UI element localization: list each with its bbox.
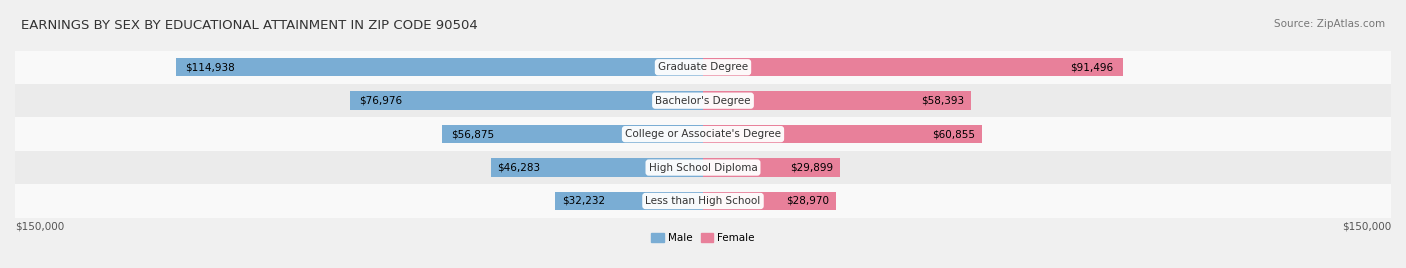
Text: $76,976: $76,976 xyxy=(359,96,402,106)
Text: College or Associate's Degree: College or Associate's Degree xyxy=(626,129,780,139)
Text: Source: ZipAtlas.com: Source: ZipAtlas.com xyxy=(1274,19,1385,29)
Bar xyxy=(350,91,703,110)
Bar xyxy=(703,91,970,110)
Text: $29,899: $29,899 xyxy=(790,163,834,173)
Text: High School Diploma: High School Diploma xyxy=(648,163,758,173)
Bar xyxy=(15,151,1391,184)
Bar xyxy=(15,84,1391,117)
Text: Bachelor's Degree: Bachelor's Degree xyxy=(655,96,751,106)
Text: EARNINGS BY SEX BY EDUCATIONAL ATTAINMENT IN ZIP CODE 90504: EARNINGS BY SEX BY EDUCATIONAL ATTAINMEN… xyxy=(21,19,478,32)
Bar xyxy=(15,50,1391,84)
Text: $28,970: $28,970 xyxy=(786,196,830,206)
Text: $150,000: $150,000 xyxy=(1341,221,1391,231)
Bar xyxy=(491,158,703,177)
Bar xyxy=(176,58,703,76)
Bar xyxy=(703,58,1122,76)
Bar xyxy=(703,192,837,210)
Text: $56,875: $56,875 xyxy=(451,129,495,139)
Text: $32,232: $32,232 xyxy=(562,196,605,206)
Bar xyxy=(703,158,841,177)
Bar xyxy=(703,125,983,143)
Text: Less than High School: Less than High School xyxy=(645,196,761,206)
Text: $91,496: $91,496 xyxy=(1070,62,1114,72)
Bar xyxy=(555,192,703,210)
Bar xyxy=(441,125,703,143)
Text: Graduate Degree: Graduate Degree xyxy=(658,62,748,72)
Bar xyxy=(15,184,1391,218)
Text: $150,000: $150,000 xyxy=(15,221,65,231)
Text: $58,393: $58,393 xyxy=(921,96,965,106)
Text: $46,283: $46,283 xyxy=(498,163,541,173)
Legend: Male, Female: Male, Female xyxy=(647,229,759,247)
Bar xyxy=(15,117,1391,151)
Text: $114,938: $114,938 xyxy=(186,62,235,72)
Text: $60,855: $60,855 xyxy=(932,129,976,139)
